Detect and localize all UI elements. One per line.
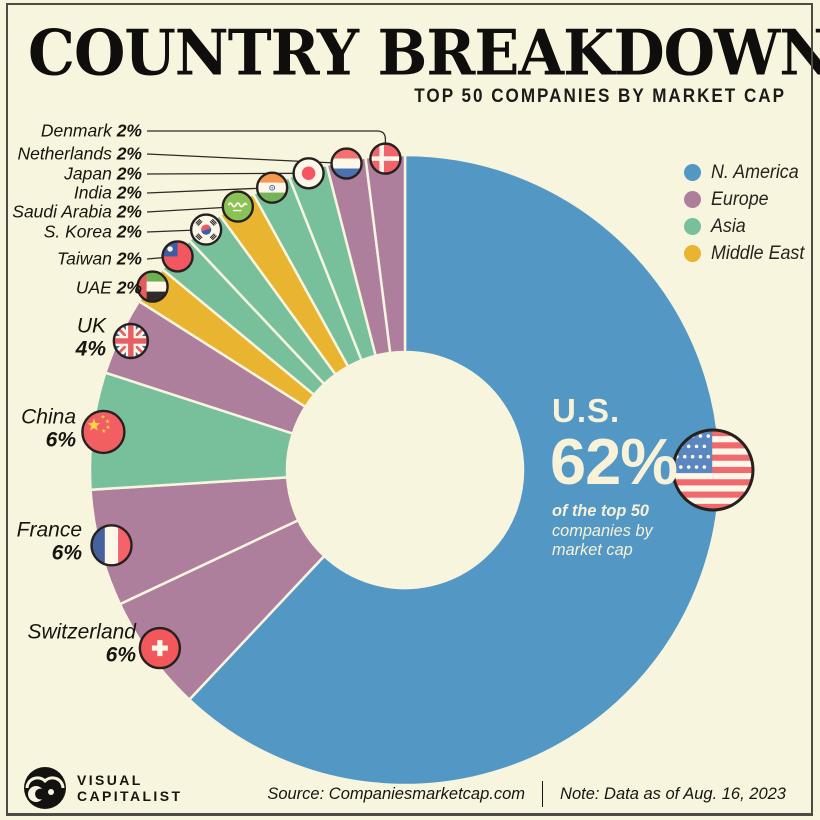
note-text: Note: Data as of Aug. 16, 2023 [560,784,786,803]
legend-dot-icon [684,191,701,208]
callout-country: U.S. [552,392,621,429]
label-in-value: 2% [116,182,142,203]
label-fr-name: France [16,518,82,542]
label-sa-name: Saudi Arabia [12,201,112,222]
flag-ae-icon [137,271,168,302]
leader-jp [146,172,309,175]
brand-logo: VISUAL CAPITALIST [22,765,182,811]
label-tw-name: Taiwan [57,248,112,269]
flag-nl-icon [331,148,362,179]
legend-label: Asia [711,215,746,237]
label-fr: France 6% [16,518,82,565]
label-in: India 2% [74,183,142,204]
label-uk: UK 4% [75,314,106,361]
label-ae-value: 2% [116,277,142,298]
page-title: COUNTRY BREAKDOWN [28,16,820,90]
leader-dk [147,130,387,159]
label-ae-name: UAE [75,277,112,298]
legend-row: Middle East [684,242,810,265]
legend-label: N. America [711,161,799,183]
legend: N. America Europe Asia Middle East [684,161,810,265]
label-dk-value: 2% [116,120,142,141]
label-in-name: India [73,182,112,203]
brand-name: VISUAL CAPITALIST [77,772,182,804]
label-nl-value: 2% [116,143,142,164]
label-ae: UAE 2% [76,278,142,299]
legend-row: Europe [684,188,810,211]
label-uk-name: UK [76,314,106,338]
label-dk-name: Denmark [40,120,112,141]
callout-caption-line1: of the top 50 [552,501,650,520]
center-callout: U.S. 62% of the top 50 companies by mark… [550,392,678,560]
label-fr-value: 6% [51,541,82,564]
footer-credits: Source: Companiesmarketcap.com Note: Dat… [267,781,786,807]
label-ch-value: 6% [105,643,136,666]
flag-cn-icon [82,410,125,453]
label-ch-name: Switzerland [27,620,136,644]
leader-in [146,187,273,194]
visual-capitalist-icon [24,767,66,809]
label-cn-name: China [21,405,76,429]
label-ch: Switzerland 6% [27,620,136,667]
label-dk: Denmark 2% [41,121,142,142]
callout-value: 62% [550,425,678,498]
legend-row: N. America [684,161,810,184]
label-tw: Taiwan 2% [57,249,142,270]
flag-in-icon [257,172,288,203]
label-sa-value: 2% [116,201,142,222]
label-cn: China 6% [21,405,76,452]
label-sa: Saudi Arabia 2% [12,202,142,223]
legend-row: Asia [684,215,810,238]
label-tw-value: 2% [116,248,142,269]
label-jp-name: Japan [64,163,112,184]
label-kr-name: S. Korea [43,221,112,242]
legend-dot-icon [684,245,701,262]
label-kr: S. Korea 2% [44,222,142,243]
legend-label: Middle East [711,242,805,264]
legend-dot-icon [684,218,701,235]
footer-divider [542,781,544,807]
flag-us-icon [673,430,753,510]
label-kr-value: 2% [116,221,142,242]
callout-caption-line3: market cap [552,540,633,559]
label-jp: Japan 2% [64,164,142,185]
label-uk-value: 4% [75,337,106,360]
source-text: Source: Companiesmarketcap.com [267,784,526,803]
legend-dot-icon [684,164,701,181]
page-subtitle: TOP 50 COMPANIES BY MARKET CAP [414,86,786,107]
label-jp-value: 2% [116,163,142,184]
slice-us [187,153,722,787]
label-nl: Netherlands 2% [17,144,142,165]
brand-line2: CAPITALIST [77,788,183,804]
label-cn-value: 6% [45,428,76,451]
callout-caption-line2: companies by [552,520,653,540]
brand-line1: VISUAL [77,772,143,788]
legend-label: Europe [711,188,769,210]
label-nl-name: Netherlands [17,143,112,164]
